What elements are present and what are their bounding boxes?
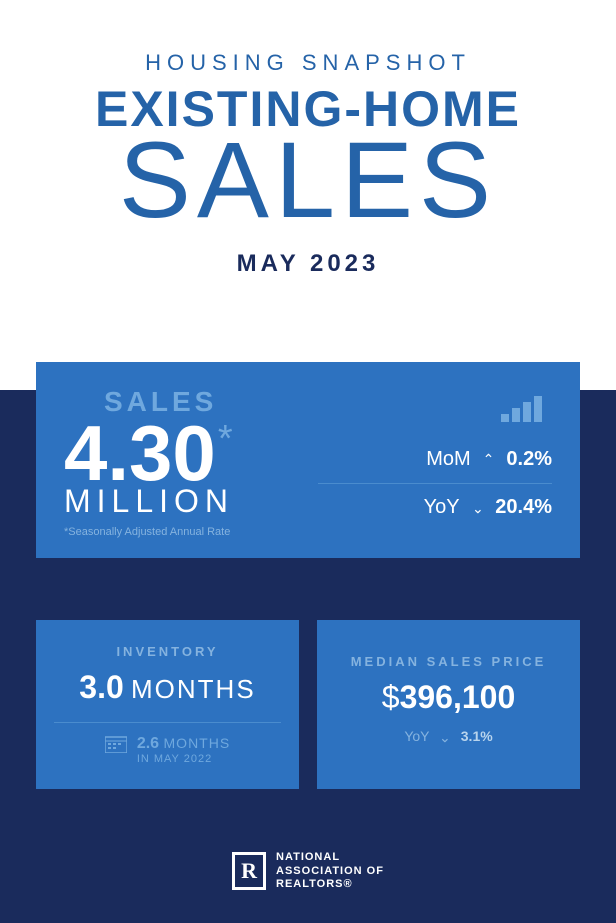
subtitle: HOUSING SNAPSHOT bbox=[30, 50, 586, 76]
price-value-row: $396,100 bbox=[335, 679, 562, 716]
bar-chart-icon bbox=[318, 396, 552, 422]
sales-footnote: *Seasonally Adjusted Annual Rate bbox=[64, 526, 298, 538]
footer-line-2: ASSOCIATION OF bbox=[276, 865, 384, 878]
bottom-cards: INVENTORY 3.0 MONTHS 2.6 MONTHS IN MAY 2… bbox=[36, 620, 580, 789]
price-value: 396,100 bbox=[400, 679, 516, 715]
footer-line-1: NATIONAL bbox=[276, 851, 384, 864]
logo-letter: R bbox=[241, 858, 257, 884]
currency-symbol: $ bbox=[382, 679, 400, 715]
caret-up-icon: ⌃ bbox=[483, 451, 495, 468]
price-yoy-value: 3.1% bbox=[461, 728, 493, 744]
mom-label: MoM bbox=[426, 448, 470, 471]
mom-row: MoM ⌃ 0.2% bbox=[318, 436, 552, 484]
divider bbox=[54, 722, 281, 723]
inventory-prev-text: 2.6 MONTHS IN MAY 2022 bbox=[137, 735, 230, 765]
inventory-card: INVENTORY 3.0 MONTHS 2.6 MONTHS IN MAY 2… bbox=[36, 620, 299, 789]
inventory-previous: 2.6 MONTHS IN MAY 2022 bbox=[54, 735, 281, 765]
realtor-logo-icon: R bbox=[232, 852, 266, 890]
price-yoy-label: YoY bbox=[404, 728, 429, 744]
inventory-prev-value: 2.6 bbox=[137, 735, 159, 752]
sales-value-row: 4.30* bbox=[64, 418, 298, 488]
caret-down-icon: ⌃ bbox=[439, 728, 451, 745]
price-card: MEDIAN SALES PRICE $396,100 YoY ⌃ 3.1% bbox=[317, 620, 580, 789]
footer-text: NATIONAL ASSOCIATION OF REALTORS® bbox=[276, 851, 384, 891]
caret-down-icon: ⌃ bbox=[472, 499, 484, 516]
inventory-prev-unit: MONTHS bbox=[164, 735, 231, 751]
yoy-label: YoY bbox=[424, 496, 460, 519]
footer: R NATIONAL ASSOCIATION OF REALTORS® bbox=[0, 851, 616, 891]
inventory-value: 3.0 bbox=[79, 669, 123, 705]
inventory-label: INVENTORY bbox=[54, 644, 281, 659]
inventory-prev-line1: 2.6 MONTHS bbox=[137, 735, 230, 753]
yoy-value: 20.4% bbox=[495, 496, 552, 519]
inventory-unit: MONTHS bbox=[131, 674, 256, 704]
sales-left: SALES 4.30* MILLION *Seasonally Adjusted… bbox=[64, 386, 298, 538]
price-yoy-row: YoY ⌃ 3.1% bbox=[335, 728, 562, 745]
header: HOUSING SNAPSHOT EXISTING-HOME SALES MAY… bbox=[0, 0, 616, 308]
asterisk: * bbox=[218, 418, 233, 460]
price-label: MEDIAN SALES PRICE bbox=[335, 654, 562, 669]
sales-box: SALES 4.30* MILLION *Seasonally Adjusted… bbox=[36, 362, 580, 558]
sales-right: MoM ⌃ 0.2% YoY ⌃ 20.4% bbox=[298, 386, 552, 538]
inventory-prev-date: IN MAY 2022 bbox=[137, 753, 230, 765]
yoy-row: YoY ⌃ 20.4% bbox=[318, 484, 552, 531]
report-date: MAY 2023 bbox=[30, 250, 586, 278]
calendar-icon bbox=[105, 735, 127, 753]
sales-unit: MILLION bbox=[64, 483, 298, 520]
title-line-2: SALES bbox=[30, 129, 586, 232]
inventory-value-row: 3.0 MONTHS bbox=[54, 669, 281, 706]
footer-line-3: REALTORS® bbox=[276, 878, 384, 891]
mom-value: 0.2% bbox=[506, 448, 552, 471]
